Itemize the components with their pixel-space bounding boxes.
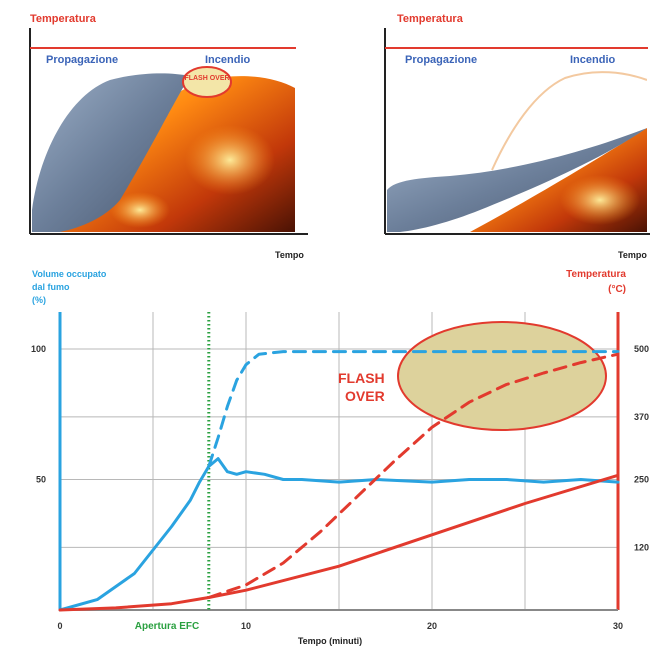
xlabel: Tempo — [275, 250, 304, 260]
y-left-tick-label: 50 — [36, 475, 46, 485]
ylabel: Temperatura — [30, 13, 97, 25]
series-line-right-dashed — [207, 352, 620, 599]
panel-top-left: Temperatura Propagazione Incendio FLASH … — [29, 13, 308, 260]
ylabel-left-1: Volume occupato — [32, 269, 107, 279]
smoke-area — [387, 128, 647, 232]
series-line-right-solid — [58, 473, 620, 612]
main-chart: 0 10 20 30 50 100 120 250 370 500 FLASH OVER Volu… — [31, 269, 649, 646]
x-tick-label: 0 — [57, 621, 62, 631]
series-line-left-solid — [58, 457, 620, 612]
flash-over-badge: FLASH OVER — [182, 66, 232, 98]
temperature-curve — [491, 71, 647, 171]
phase-label-propagation: Propagazione — [46, 54, 118, 66]
xlabel: Tempo (minuti) — [298, 636, 362, 646]
y-right-tick-label: 120 — [634, 542, 649, 552]
ylabel-left-2: dal fumo — [32, 282, 70, 292]
x-tick-label: 30 — [613, 621, 623, 631]
y-right-tick-label: 250 — [634, 475, 649, 485]
series-line-left-dashed — [207, 350, 620, 468]
series — [58, 350, 620, 612]
x-tick-label: 20 — [427, 621, 437, 631]
ylabel-right-2: (°C) — [608, 284, 626, 295]
ylabel-left-3: (%) — [32, 295, 46, 305]
flash-over-zone — [397, 321, 607, 431]
y-right-tick-label: 370 — [634, 412, 649, 422]
ylabel-right-1: Temperatura — [566, 269, 626, 280]
xlabel: Tempo — [618, 250, 647, 260]
ticks: 0 10 20 30 50 100 120 250 370 500 — [31, 344, 649, 631]
phase-label-propagation: Propagazione — [405, 54, 477, 66]
phase-label-fire: Incendio — [205, 54, 251, 66]
annotation-flash: FLASH — [338, 370, 385, 386]
y-right-tick-label: 500 — [634, 344, 649, 354]
marker-label: Apertura EFC — [135, 621, 199, 632]
y-left-tick-label: 100 — [31, 344, 46, 354]
x-tick-label: 10 — [241, 621, 251, 631]
annotation-over: OVER — [345, 388, 385, 404]
phase-label-fire: Incendio — [570, 54, 616, 66]
flash-over-label: FLASH OVER — [184, 75, 229, 82]
smoke-area — [32, 73, 190, 232]
panel-top-right: Temperatura Propagazione Incendio Tempo — [384, 13, 650, 260]
ylabel: Temperatura — [397, 13, 464, 25]
